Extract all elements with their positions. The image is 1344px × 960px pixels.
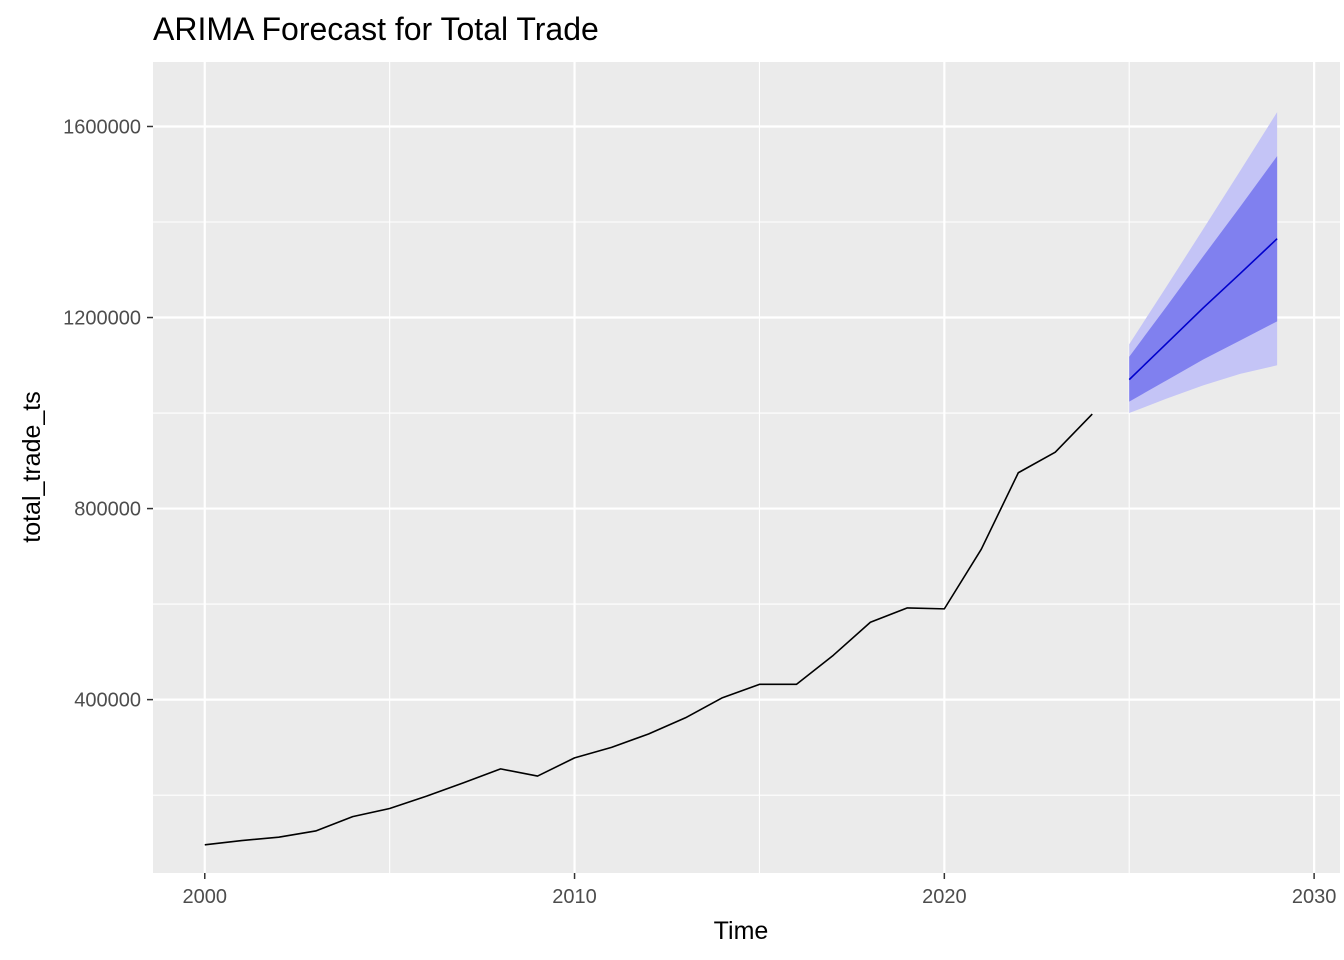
grid-lines — [153, 62, 1340, 873]
band-80-area — [1129, 156, 1278, 402]
forecast-line — [1128, 238, 1278, 381]
y-tick-label: 800000 — [74, 499, 141, 521]
y-tick-label: 1200000 — [63, 308, 141, 330]
y-axis-title: total_trade_ts — [18, 391, 46, 543]
x-tick-label: 2000 — [183, 886, 228, 908]
x-tick-label: 2030 — [1292, 886, 1337, 908]
y-axis-ticks: 400000 800000 1200000 1600000 — [63, 116, 153, 712]
plot-panel — [153, 62, 1340, 873]
history-line — [204, 413, 1093, 846]
y-tick-label: 1600000 — [63, 116, 141, 138]
x-axis-title: Time — [714, 917, 769, 945]
x-tick-label: 2010 — [552, 886, 597, 908]
x-tick-label: 2020 — [922, 886, 967, 908]
chart-title: ARIMA Forecast for Total Trade — [153, 11, 599, 47]
y-tick-label: 400000 — [74, 690, 141, 712]
x-axis-ticks: 2000 2010 2020 2030 — [183, 873, 1337, 908]
series-lines — [204, 238, 1278, 846]
prediction-band-80 — [1129, 156, 1278, 402]
